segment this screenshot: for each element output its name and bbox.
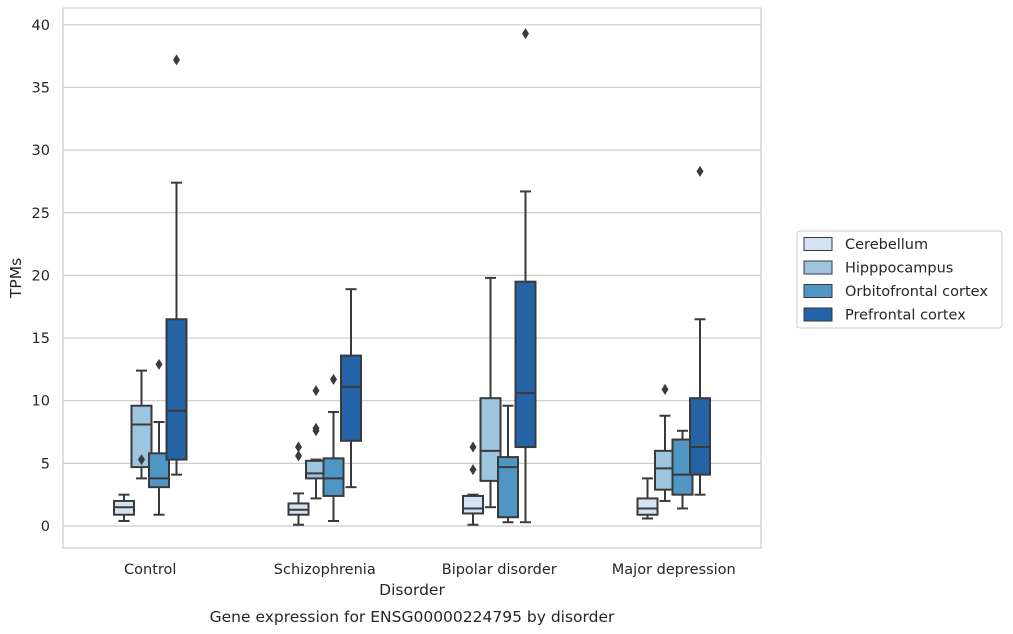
legend-swatch-3 [803, 307, 833, 322]
legend: Cerebellum Hipppocampus Orbitofrontal cort… [796, 230, 1003, 329]
legend-label-3: Prefrontal cortex [845, 308, 966, 324]
y-tick-label-20: 20 [32, 268, 50, 284]
legend-frame [796, 230, 1003, 329]
chart-caption: Gene expression for ENSG00000224795 by d… [210, 608, 615, 626]
y-tick-label-15: 15 [32, 331, 50, 347]
box-0-3 [165, 54, 188, 476]
box-body [497, 456, 519, 519]
box-1-0 [287, 441, 310, 526]
box-0-1 [130, 369, 153, 480]
outlier-point [522, 28, 529, 40]
outlier-point [696, 165, 704, 177]
outlier-point [469, 441, 477, 453]
box-body [479, 397, 502, 482]
y-tick-label-0: 0 [41, 519, 50, 535]
outlier-point [295, 441, 302, 453]
x-tick-label-2: Bipolar disorder [442, 562, 557, 578]
boxes [113, 28, 711, 526]
box-3-3 [689, 165, 711, 496]
box-body [130, 404, 153, 469]
box-1-2 [322, 373, 345, 522]
box-3-0 [636, 477, 659, 520]
box-body [514, 280, 537, 449]
outlier-point [312, 422, 320, 434]
legend-swatch-0 [803, 237, 833, 251]
y-tick-label-10: 10 [32, 394, 50, 410]
box-0-0 [113, 493, 135, 522]
legend-swatch-2 [803, 284, 833, 298]
box-2-3 [514, 28, 537, 524]
x-tick-label-0: Control [124, 562, 176, 578]
legend-items: Cerebellum Hipppocampus Orbitofrontal cort… [803, 237, 988, 324]
plot-area-frame [62, 7, 762, 549]
x-tick-label-3: Major depression [612, 562, 736, 578]
y-tick-label-5: 5 [41, 456, 50, 472]
box-body [165, 318, 188, 461]
box-2-0 [462, 441, 484, 526]
y-tick-label-35: 35 [32, 80, 50, 96]
outlier-point [295, 450, 302, 462]
x-tick-labels: Control Schizophrenia Bipolar disorder Majo… [124, 562, 736, 578]
outlier-point [138, 454, 145, 466]
box-1-1 [305, 385, 327, 500]
box-0-2 [148, 358, 170, 516]
legend-label-1: Hipppocampus [845, 261, 953, 277]
outlier-point [469, 464, 477, 476]
box-body [636, 497, 659, 516]
box-2-1 [479, 276, 502, 509]
outlier-point [330, 373, 337, 385]
outlier-point [312, 385, 320, 397]
outlier-point [155, 358, 163, 370]
legend-label-2: Orbitofrontal cortex [845, 284, 988, 300]
box-body [340, 354, 362, 442]
box-2-2 [497, 404, 519, 524]
box-1-3 [340, 288, 362, 489]
x-tick-label-1: Schizophrenia [274, 562, 376, 578]
y-tick-labels: 0 5 10 15 20 25 30 35 40 [32, 18, 50, 535]
y-axis-label: TPMs [7, 258, 25, 299]
legend-label-0: Cerebellum [845, 237, 928, 253]
box-body [462, 494, 484, 515]
box-body [322, 457, 345, 497]
y-tick-label-30: 30 [32, 143, 50, 159]
legend-swatch-1 [803, 260, 833, 275]
y-tick-label-40: 40 [32, 18, 50, 34]
outlier-point [173, 54, 180, 66]
box-3-1 [654, 383, 676, 502]
x-axis-label: Disorder [379, 581, 445, 599]
box-body [689, 397, 711, 476]
y-tick-label-25: 25 [32, 206, 50, 222]
outlier-point [661, 383, 669, 395]
